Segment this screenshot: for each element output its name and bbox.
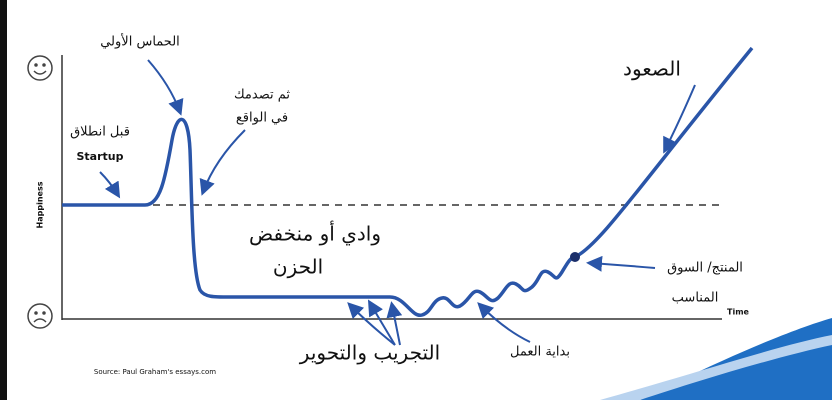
label: الصعود (623, 57, 681, 81)
sad-face (27, 303, 53, 329)
label: الحزن (273, 255, 323, 279)
arrow (367, 299, 396, 346)
label: Startup (77, 150, 124, 163)
happy-face (27, 55, 53, 81)
label: بداية العمل (510, 345, 570, 360)
label: ثم تصدمك (234, 88, 290, 103)
label: المناسب (672, 291, 719, 306)
x-label: Time (727, 308, 750, 317)
label: قبل انطلاق (70, 125, 130, 140)
label: التجريب والتحوير (299, 341, 440, 365)
left-border (0, 0, 7, 400)
arrow (347, 302, 396, 346)
arrow (147, 59, 184, 116)
y-label: Happiness (36, 181, 45, 228)
arrow (99, 171, 121, 199)
arrow (477, 302, 531, 343)
label: الحماس الأولي (100, 33, 180, 50)
arrow (586, 255, 656, 272)
arrow (386, 301, 403, 346)
swoosh-light (600, 335, 832, 400)
arrow (663, 84, 696, 154)
label: وادي أو منخفض (249, 221, 381, 247)
label: المنتج/ السوق (667, 261, 743, 276)
source: Source: Paul Graham's essays.com (94, 368, 216, 376)
arrow (199, 129, 246, 196)
fit-point (570, 252, 580, 262)
startup-curve (62, 46, 754, 317)
label: في الواقع (236, 111, 288, 126)
